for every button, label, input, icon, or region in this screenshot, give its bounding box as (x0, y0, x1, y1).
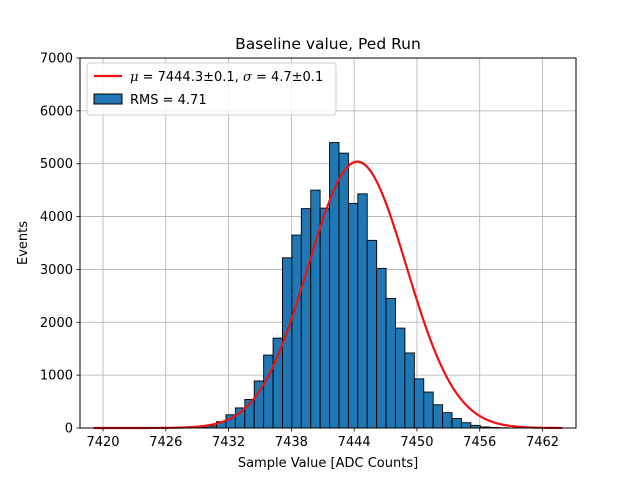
histogram-bar (357, 193, 368, 429)
x-tick-label: 7450 (400, 435, 433, 450)
legend: μ = 7444.3±0.1, σ = 4.7±0.1 RMS = 4.71 (86, 62, 337, 116)
y-tick-label: 5000 (40, 157, 73, 172)
y-tick-label: 6000 (40, 104, 73, 119)
x-tick-label: 7432 (212, 435, 245, 450)
histogram-bar (272, 337, 283, 429)
legend-mu-symbol: μ (130, 70, 138, 85)
y-tick-label: 3000 (40, 263, 73, 278)
y-tick-label: 2000 (40, 316, 73, 331)
histogram-bar (338, 152, 349, 429)
histogram-bar (329, 142, 340, 429)
histogram-bar (460, 422, 472, 429)
x-axis-title: Sample Value [ADC Counts] (238, 456, 418, 471)
histogram-bar (413, 378, 425, 429)
histogram-bar (385, 298, 396, 429)
histogram-bar (395, 327, 406, 429)
x-tick-label: 7438 (275, 435, 308, 450)
x-tick-label: 7462 (526, 435, 559, 450)
legend-mu-value: = 7444.3±0.1, (138, 70, 242, 85)
legend-hist-label: RMS = 4.71 (130, 93, 207, 108)
histogram-bar (376, 267, 387, 429)
histogram-bar (366, 239, 378, 429)
plot-frame (79, 57, 577, 429)
axis-ticks: 7420 7426 7432 7438 7444 7450 7456 7462 0 1000 200… (40, 52, 559, 451)
legend-box (86, 62, 337, 116)
histogram-bar (310, 189, 321, 429)
y-tick-label: 4000 (40, 210, 73, 225)
histogram-bar (432, 404, 444, 429)
legend-sigma-symbol: σ (243, 70, 253, 85)
histogram-bar (442, 412, 453, 429)
y-tick-label: 0 (65, 422, 73, 437)
x-tick-label: 7456 (463, 435, 496, 450)
y-tick-label: 7000 (40, 52, 73, 67)
legend-sigma-value: = 4.7±0.1 (252, 70, 323, 85)
y-axis-title: Events (16, 221, 31, 265)
histogram-bar (300, 208, 312, 429)
chart-title: Baseline value, Ped Run (235, 35, 421, 53)
histogram-bar (451, 418, 462, 429)
y-tick-label: 1000 (40, 369, 73, 384)
x-tick-label: 7444 (338, 435, 371, 450)
histogram-bar (291, 234, 302, 429)
histogram-bar (319, 207, 331, 429)
x-tick-label: 7420 (86, 435, 119, 450)
legend-hist-swatch (93, 93, 123, 105)
x-tick-label: 7426 (149, 435, 182, 450)
histogram-bar (423, 391, 434, 429)
histogram-bar (347, 202, 359, 429)
histogram-bar (404, 352, 415, 429)
legend-fit-label: μ = 7444.3±0.1, σ = 4.7±0.1 (130, 70, 323, 85)
histogram-bar (263, 354, 274, 429)
